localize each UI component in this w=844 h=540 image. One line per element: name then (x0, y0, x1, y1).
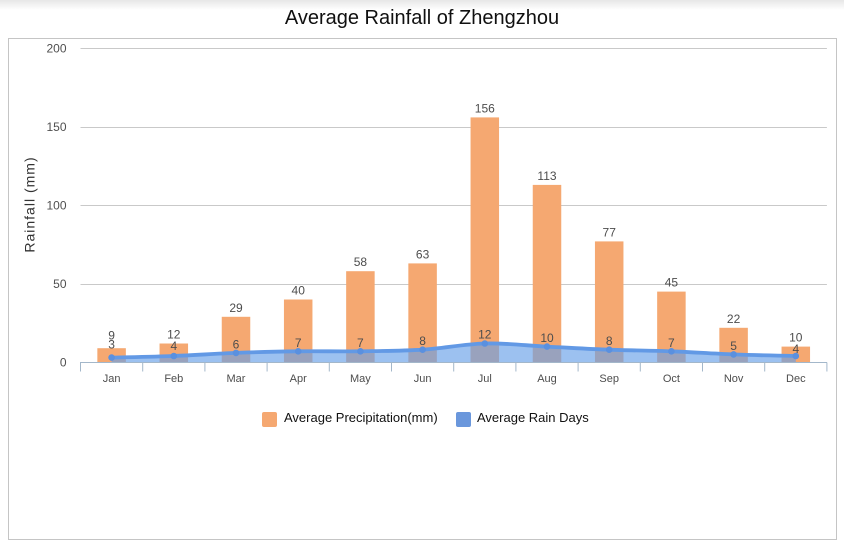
svg-text:Aug: Aug (537, 373, 557, 385)
svg-text:29: 29 (229, 301, 243, 315)
svg-text:22: 22 (727, 312, 741, 326)
svg-text:200: 200 (46, 42, 66, 56)
svg-text:63: 63 (416, 247, 430, 261)
svg-text:Feb: Feb (164, 373, 183, 385)
svg-text:3: 3 (108, 338, 115, 352)
svg-text:Nov: Nov (724, 373, 744, 385)
svg-text:7: 7 (357, 336, 364, 350)
svg-text:Apr: Apr (290, 373, 307, 385)
svg-text:5: 5 (730, 339, 737, 353)
svg-text:45: 45 (665, 276, 679, 290)
svg-text:40: 40 (292, 284, 306, 298)
svg-text:12: 12 (167, 328, 181, 342)
svg-text:4: 4 (170, 339, 177, 353)
svg-text:Sep: Sep (599, 373, 619, 385)
svg-text:0: 0 (60, 356, 67, 370)
svg-text:Dec: Dec (786, 373, 806, 385)
svg-text:4: 4 (792, 342, 799, 356)
svg-text:58: 58 (354, 255, 368, 269)
svg-text:Jul: Jul (478, 373, 492, 385)
svg-text:Mar: Mar (227, 373, 246, 385)
svg-text:10: 10 (540, 331, 554, 345)
svg-text:8: 8 (419, 334, 426, 348)
svg-text:Jan: Jan (103, 373, 121, 385)
svg-text:77: 77 (603, 225, 617, 239)
svg-text:100: 100 (46, 199, 66, 213)
svg-text:May: May (350, 373, 371, 385)
svg-text:6: 6 (233, 337, 240, 351)
svg-text:Jun: Jun (414, 373, 432, 385)
svg-text:9: 9 (108, 329, 115, 343)
svg-text:7: 7 (668, 336, 675, 350)
svg-text:Oct: Oct (663, 373, 680, 385)
svg-text:7: 7 (295, 336, 302, 350)
svg-text:113: 113 (537, 169, 556, 183)
svg-text:8: 8 (606, 334, 613, 348)
svg-text:10: 10 (789, 331, 803, 345)
svg-text:12: 12 (478, 327, 492, 341)
svg-text:50: 50 (53, 277, 67, 291)
svg-text:150: 150 (46, 120, 66, 134)
svg-text:156: 156 (475, 101, 495, 115)
